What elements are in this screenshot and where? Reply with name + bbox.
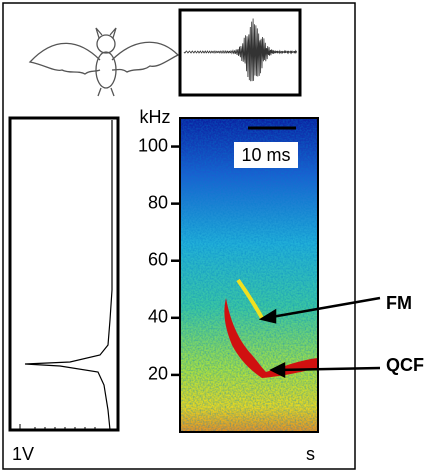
- y-tick-label: 100: [138, 135, 168, 155]
- y-tick-label: 40: [148, 307, 168, 327]
- spectrogram-frame: [179, 117, 319, 433]
- arrows: [258, 296, 381, 379]
- qcf-label: QCF: [386, 355, 424, 375]
- y-tick-label: 20: [148, 364, 168, 384]
- amplitude-label: 1V: [12, 444, 34, 464]
- fm-harmonic: [236, 278, 264, 319]
- waveform: [183, 18, 298, 82]
- scale-bar-label: 10 ms: [241, 145, 290, 165]
- y-tick-label: 80: [148, 192, 168, 212]
- fm-label: FM: [386, 293, 412, 313]
- spectrum-x-ticks: [19, 424, 96, 430]
- call-contour: [224, 298, 318, 378]
- spectrum-box: [8, 116, 120, 432]
- time-label: s: [306, 444, 315, 464]
- scale-bar-label-bg: [234, 142, 298, 168]
- spectrum-trace: [24, 120, 113, 431]
- spectrogram-noise: [180, 118, 318, 432]
- frame: [2, 2, 356, 470]
- bat-sketch: [28, 27, 180, 97]
- y-tick-label: 60: [148, 249, 168, 269]
- spectrogram: [180, 118, 318, 432]
- y-axis-label: kHz: [140, 107, 171, 127]
